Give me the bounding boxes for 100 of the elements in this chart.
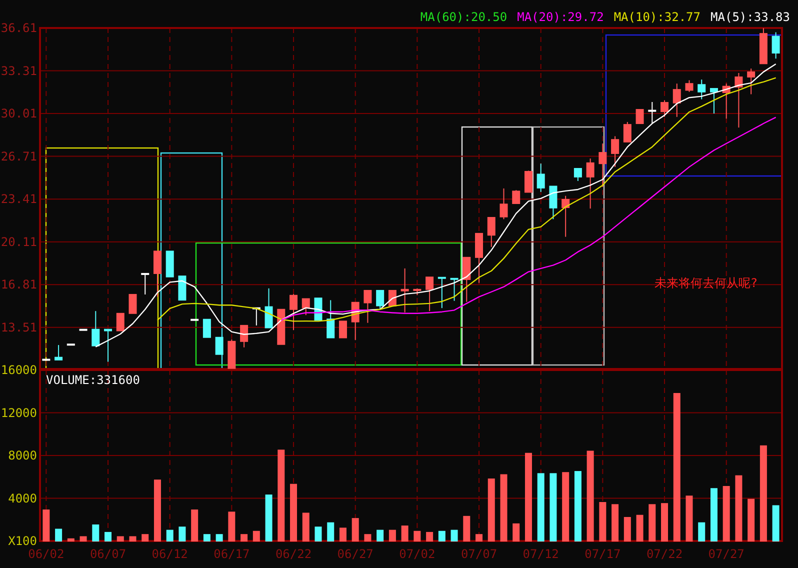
candlestick bbox=[116, 312, 124, 332]
text: MA(60):20.50 bbox=[420, 10, 508, 24]
bar bbox=[710, 488, 718, 542]
bar bbox=[302, 512, 310, 542]
bar bbox=[414, 530, 421, 542]
x-tick-label: 07/17 bbox=[584, 547, 621, 561]
candlestick bbox=[598, 142, 607, 188]
y-tick-label: 12000 bbox=[0, 406, 37, 420]
bar bbox=[290, 484, 298, 542]
annotation: 未来将何去何从呢? bbox=[654, 276, 758, 290]
bar bbox=[42, 510, 50, 542]
bar bbox=[722, 486, 730, 542]
bar bbox=[278, 450, 285, 542]
bar bbox=[67, 538, 74, 542]
bar bbox=[500, 474, 508, 542]
candlestick bbox=[648, 102, 656, 124]
x-tick-label: 07/02 bbox=[399, 547, 436, 561]
y-tick-label: X100 bbox=[8, 534, 37, 548]
candlestick bbox=[54, 344, 63, 360]
bar bbox=[352, 518, 359, 542]
x-tick-label: 06/22 bbox=[275, 547, 312, 561]
candlestick bbox=[747, 68, 756, 95]
bar bbox=[574, 471, 582, 542]
bar bbox=[327, 522, 334, 542]
candlestick bbox=[364, 290, 372, 324]
candlestick bbox=[92, 310, 100, 346]
bar bbox=[240, 534, 248, 542]
candlestick bbox=[264, 288, 273, 328]
candlestick bbox=[536, 163, 545, 192]
x-tick-label: 06/27 bbox=[337, 547, 374, 561]
candlestick bbox=[438, 276, 446, 309]
candlestick bbox=[475, 232, 484, 284]
bar bbox=[760, 445, 767, 542]
x-tick-label: 07/07 bbox=[460, 547, 498, 561]
bar bbox=[142, 534, 149, 542]
candlestick bbox=[104, 328, 112, 362]
candlestick bbox=[512, 190, 520, 204]
x-tick-label: 07/27 bbox=[708, 547, 744, 561]
bar bbox=[661, 503, 668, 542]
candlestick bbox=[487, 216, 496, 248]
bar bbox=[129, 536, 136, 542]
candlestick bbox=[202, 318, 211, 338]
text: MA(10):32.77 bbox=[614, 10, 701, 24]
y-tick-label: 4000 bbox=[8, 491, 37, 506]
bar bbox=[191, 510, 198, 542]
x-tick-label: 06/07 bbox=[90, 547, 126, 561]
bar bbox=[463, 516, 470, 542]
candlestick bbox=[290, 294, 298, 331]
candlestick bbox=[141, 272, 150, 295]
bar bbox=[624, 516, 631, 542]
bar bbox=[426, 532, 434, 542]
bar bbox=[401, 526, 408, 542]
bar bbox=[476, 534, 483, 542]
candlestick bbox=[734, 72, 743, 128]
bar bbox=[80, 536, 87, 542]
bar bbox=[586, 450, 594, 542]
y-tick-label: 33.31 bbox=[0, 64, 37, 78]
candlestick bbox=[660, 100, 669, 118]
candlestick bbox=[376, 290, 384, 310]
candlestick bbox=[450, 278, 458, 302]
x-tick-label: 06/02 bbox=[28, 547, 64, 561]
candlestick bbox=[685, 80, 694, 92]
bar bbox=[524, 452, 532, 542]
bar bbox=[388, 530, 396, 542]
candlestick bbox=[426, 276, 434, 312]
bar bbox=[698, 522, 706, 542]
bar bbox=[686, 496, 693, 542]
bar bbox=[735, 475, 742, 542]
bar bbox=[364, 534, 372, 542]
y-tick-label: 8000 bbox=[8, 448, 37, 462]
bar bbox=[339, 528, 346, 542]
candlestick bbox=[326, 300, 335, 338]
y-tick-label: 36.61 bbox=[0, 21, 37, 35]
bar bbox=[178, 526, 186, 542]
candlestick bbox=[178, 276, 186, 301]
bar bbox=[512, 523, 520, 542]
candlestick bbox=[698, 79, 706, 100]
bar bbox=[252, 530, 260, 542]
candlestick bbox=[623, 121, 632, 142]
bar bbox=[673, 393, 680, 542]
candlestick bbox=[636, 109, 644, 124]
candlestick bbox=[586, 158, 594, 210]
candlestick bbox=[500, 188, 508, 220]
bar bbox=[450, 530, 458, 542]
bar bbox=[116, 536, 124, 542]
candlestick bbox=[611, 136, 620, 168]
bar bbox=[104, 532, 112, 542]
bar bbox=[92, 524, 100, 542]
bar bbox=[376, 530, 384, 542]
candlestick bbox=[524, 170, 532, 193]
bar bbox=[550, 473, 557, 542]
bar bbox=[612, 504, 619, 542]
candlestick bbox=[153, 250, 162, 298]
y-tick-label: 20.11 bbox=[0, 234, 37, 249]
bar bbox=[55, 528, 62, 542]
candlestick bbox=[549, 186, 558, 220]
bar bbox=[537, 473, 544, 542]
x-tick-label: 07/22 bbox=[646, 547, 683, 561]
y-tick-label: 16.81 bbox=[0, 278, 37, 292]
bar bbox=[488, 478, 495, 542]
